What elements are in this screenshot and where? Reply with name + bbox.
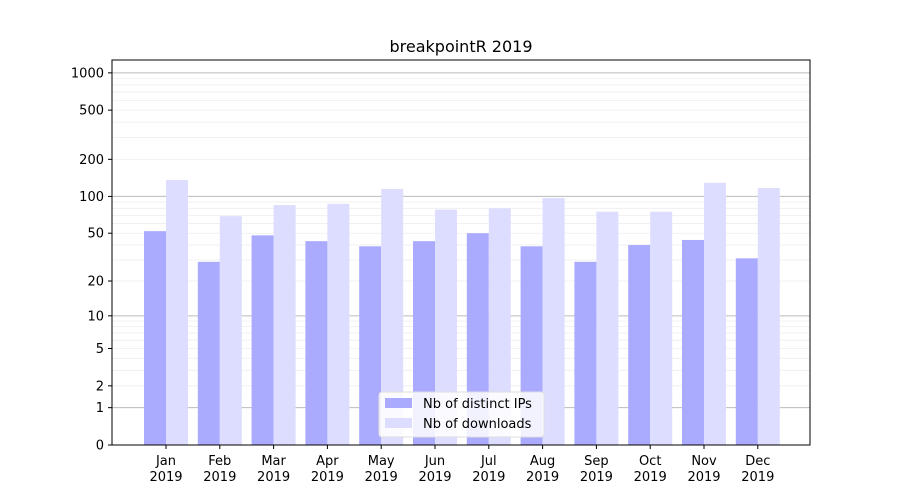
chart-title: breakpointR 2019 (389, 37, 532, 56)
legend-swatch (385, 398, 412, 408)
bar-downloads (381, 188, 404, 445)
y-tick-label: 500 (79, 104, 104, 119)
x-tick-label: Mar 2019 (257, 454, 290, 485)
bar-downloads (435, 209, 457, 445)
y-tick-label: 10 (87, 309, 104, 324)
x-tick-label-line: 2019 (580, 470, 613, 485)
legend-swatch (385, 418, 412, 428)
bar-downloads (273, 205, 296, 445)
plot-frame (111, 59, 811, 446)
bar-downloads (650, 211, 673, 445)
x-tick-label-line: 2019 (149, 470, 182, 485)
bar-distinct-ips (144, 231, 166, 445)
x-tick-label-line: Oct (639, 454, 661, 469)
x-tick-label-line: Dec (745, 454, 770, 469)
y-tick-label: 20 (87, 275, 104, 290)
legend-box (378, 391, 545, 438)
bar-distinct-ips (682, 239, 704, 445)
x-tick-label-line: Jan (155, 454, 176, 469)
x-tick-label: Feb 2019 (203, 454, 236, 485)
x-tick-label-line: 2019 (203, 470, 236, 485)
y-tick-label: 0 (96, 439, 104, 454)
bar-downloads (542, 198, 565, 445)
x-tick-label-line: 2019 (257, 470, 290, 485)
x-tick-label-line: Sep (584, 454, 609, 469)
x-tick-label: Apr 2019 (311, 454, 344, 485)
x-tick-label-line: Nov (691, 454, 717, 469)
x-tick-label-line: Mar (261, 454, 286, 469)
x-tick-label-line: May (368, 454, 395, 469)
x-tick-label: Aug 2019 (526, 454, 559, 485)
bar-downloads (596, 211, 619, 445)
x-tick-label: Jan 2019 (149, 454, 182, 485)
y-tick-label: 200 (79, 153, 104, 168)
bar-distinct-ips (359, 246, 382, 445)
y-tick-label: 5 (96, 342, 104, 357)
y-tick-label: 50 (87, 227, 104, 242)
x-tick-label-line: Jun (424, 454, 445, 469)
x-tick-label: May 2019 (365, 454, 398, 485)
x-tick-label: Oct 2019 (634, 454, 667, 485)
bar-downloads (488, 208, 511, 445)
x-tick-label: Sep 2019 (580, 454, 613, 485)
x-tick-label-line: Apr (316, 454, 339, 469)
legend: Nb of distinct IPs Nb of downloads (378, 391, 545, 438)
y-tick-label: 1000 (71, 66, 104, 81)
y-tick-label: 1 (96, 401, 104, 416)
bar-distinct-ips (251, 235, 274, 445)
y-tick-label: 2 (96, 379, 104, 394)
bar-downloads (219, 216, 242, 445)
bar-downloads (166, 179, 188, 445)
x-tick-label-line: 2019 (472, 470, 505, 485)
x-tick-label-line: 2019 (634, 470, 667, 485)
x-tick-label-line: 2019 (741, 470, 774, 485)
x-tick-label-line: Jul (480, 454, 497, 469)
legend-label: Nb of downloads (423, 417, 532, 432)
x-tick-label-line: 2019 (687, 470, 720, 485)
x-tick-label-line: 2019 (365, 470, 398, 485)
x-tick-label: Jun 2019 (418, 454, 451, 485)
legend-label: Nb of distinct IPs (423, 397, 532, 412)
y-tick-label: 100 (79, 190, 104, 205)
bar-distinct-ips (735, 258, 758, 445)
x-tick-label: Jul 2019 (472, 454, 505, 485)
x-tick-label-line: 2019 (526, 470, 559, 485)
x-tick-label-line: 2019 (418, 470, 451, 485)
x-tick-label-line: Feb (208, 454, 231, 469)
x-tick-label: Nov 2019 (687, 454, 720, 485)
bar-distinct-ips (305, 241, 328, 445)
x-tick-label-line: 2019 (311, 470, 344, 485)
bar-downloads (757, 188, 780, 445)
x-tick-label: Dec 2019 (741, 454, 774, 485)
bar-distinct-ips (197, 261, 220, 445)
bar-downloads (704, 182, 726, 445)
x-tick-label-line: Aug (530, 454, 555, 469)
bar-downloads (327, 203, 350, 445)
bar-distinct-ips (628, 244, 651, 445)
bar-distinct-ips (574, 261, 597, 445)
